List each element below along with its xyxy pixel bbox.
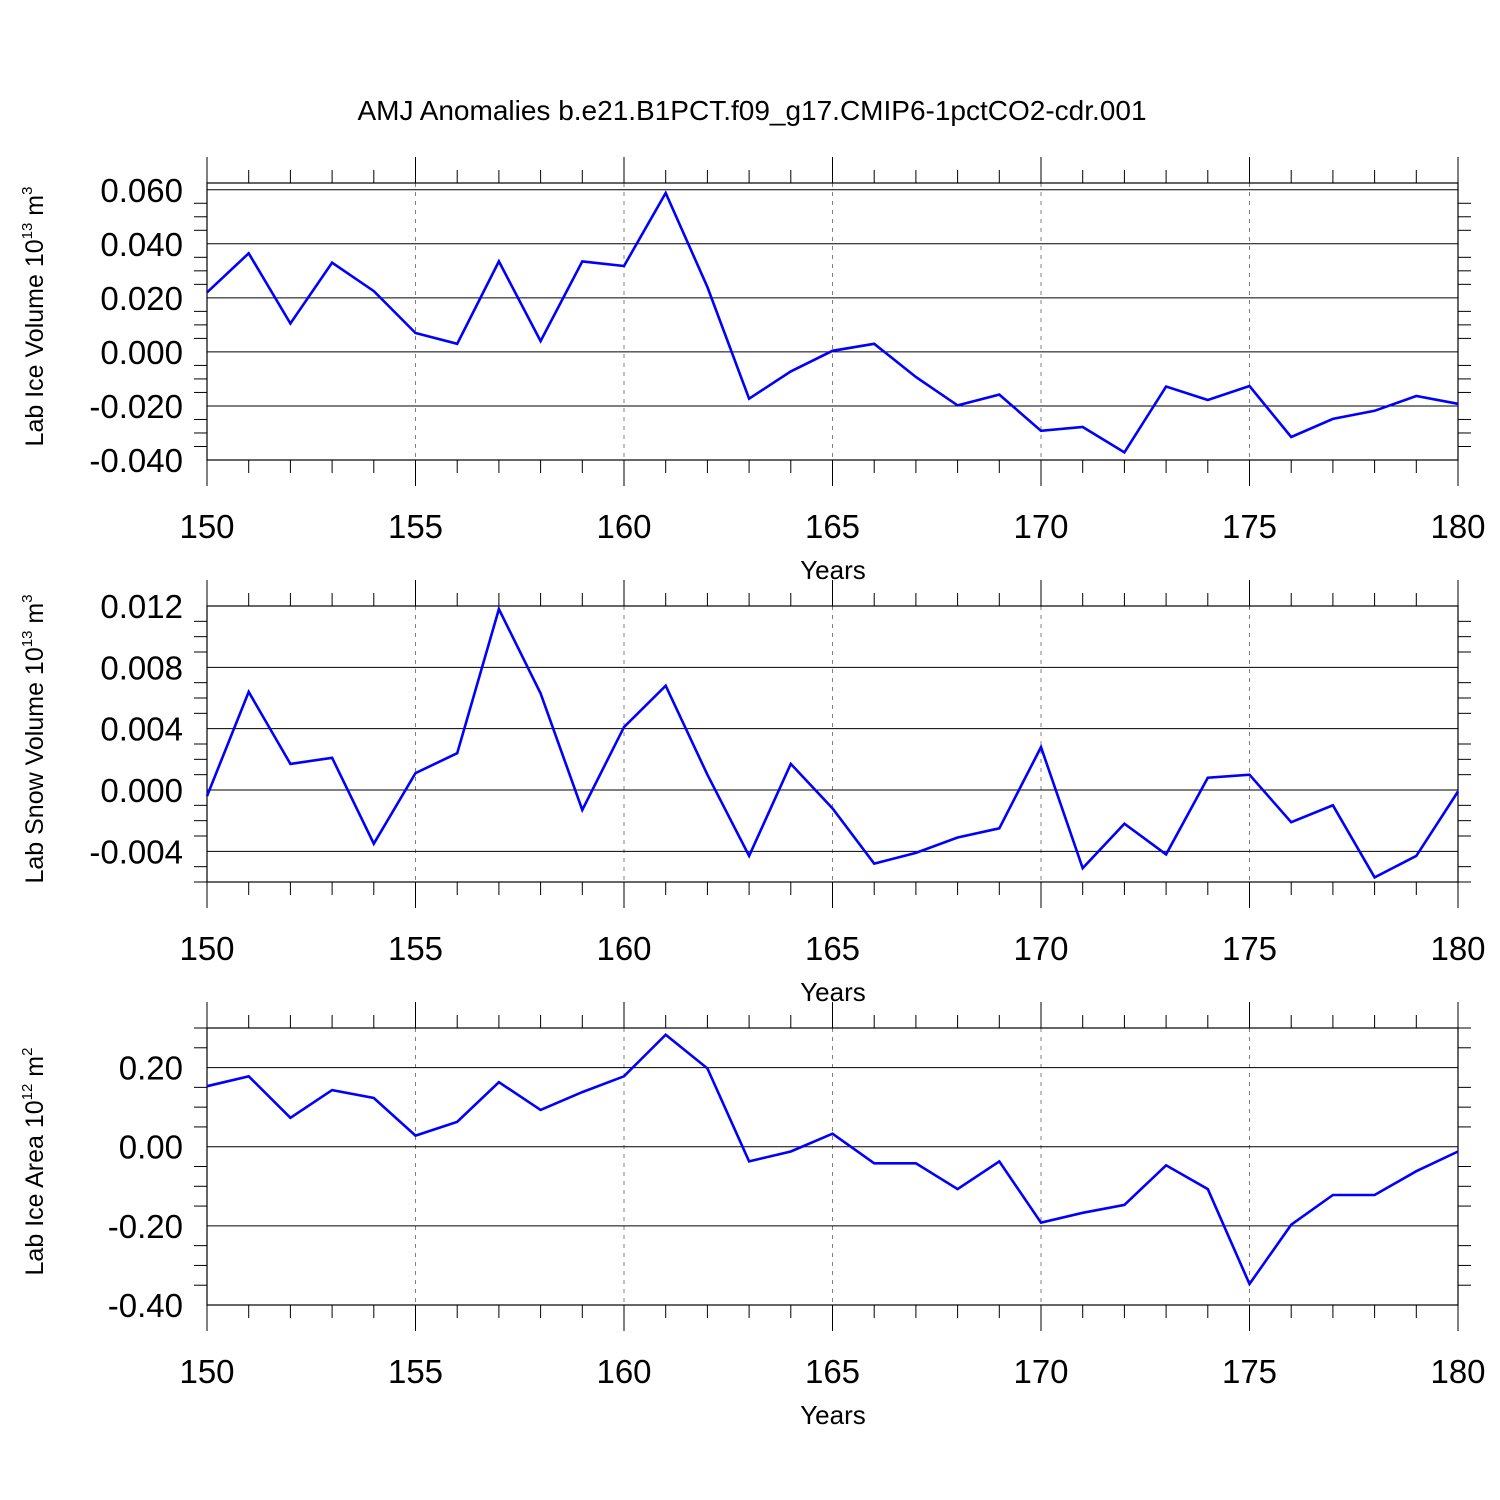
y-axis-label: Lab Snow Volume 1013 m3 (19, 594, 49, 883)
x-tick-label: 160 (596, 930, 651, 967)
x-axis-label: Years (800, 1400, 866, 1430)
y-tick-label: 0.040 (100, 226, 183, 263)
x-tick-label: 155 (388, 1353, 443, 1390)
chart-panel-2: 150 155 160 165 170 175 180 0.012 0.008 0.004 0.00… (19, 580, 1486, 1007)
data-series-line (206, 1032, 1459, 1287)
x-tick-label: 155 (388, 930, 443, 967)
y-tick-label: -0.40 (108, 1287, 183, 1324)
chart-panel-3: 150 155 160 165 170 175 180 0.20 0.00 -0.20 -0.40 Y… (19, 1002, 1486, 1430)
y-tick-label: 0.000 (100, 334, 183, 371)
chart-panel-1: 150 155 160 165 170 175 180 0.060 0.040 0.020 0.00… (19, 157, 1486, 585)
y-tick-label: 0.00 (119, 1129, 183, 1166)
x-tick-label: 170 (1013, 1353, 1068, 1390)
y-tick-label: 0.060 (100, 172, 183, 209)
data-series-line (206, 190, 1459, 455)
y-tick-label: -0.004 (89, 833, 183, 870)
y-tick-label: 0.012 (100, 588, 183, 625)
y-tick-label: 0.20 (119, 1050, 183, 1087)
x-tick-label: 180 (1430, 1353, 1485, 1390)
x-tick-label: 170 (1013, 508, 1068, 545)
y-tick-label: 0.004 (100, 711, 183, 748)
y-tick-label: -0.020 (89, 388, 183, 425)
y-tick-label: 0.008 (100, 649, 183, 686)
y-axis-label: Lab Ice Area 1012 m2 (19, 1048, 49, 1276)
x-tick-label: 155 (388, 508, 443, 545)
x-tick-label: 150 (179, 930, 234, 967)
x-tick-label: 180 (1430, 930, 1485, 967)
x-tick-label: 160 (596, 1353, 651, 1390)
y-tick-label: 0.020 (100, 280, 183, 317)
x-tick-label: 175 (1222, 1353, 1277, 1390)
x-tick-label: 150 (179, 1353, 234, 1390)
x-tick-label: 165 (805, 930, 860, 967)
data-series-line (205, 605, 1460, 880)
x-tick-label: 180 (1430, 508, 1485, 545)
x-tick-label: 165 (805, 1353, 860, 1390)
x-tick-label: 175 (1222, 930, 1277, 967)
x-tick-label: 170 (1013, 930, 1068, 967)
y-axis-label: Lab Ice Volume 1013 m3 (19, 187, 49, 447)
x-tick-label: 175 (1222, 508, 1277, 545)
y-tick-label: 0.000 (100, 772, 183, 809)
y-tick-label: -0.040 (89, 442, 183, 479)
chart-title: AMJ Anomalies b.e21.B1PCT.f09_g17.CMIP6-… (357, 95, 1146, 126)
x-tick-label: 150 (179, 508, 234, 545)
y-tick-label: -0.20 (108, 1208, 183, 1245)
x-tick-label: 160 (596, 508, 651, 545)
x-tick-label: 165 (805, 508, 860, 545)
